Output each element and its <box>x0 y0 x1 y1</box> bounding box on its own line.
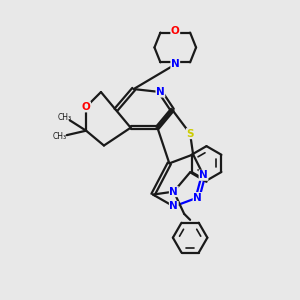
Text: N: N <box>193 193 202 202</box>
Text: S: S <box>186 129 194 139</box>
Text: CH₃: CH₃ <box>53 131 67 140</box>
Text: O: O <box>82 102 91 112</box>
Text: N: N <box>169 187 178 196</box>
Text: N: N <box>156 87 165 97</box>
Text: N: N <box>169 202 178 212</box>
Text: O: O <box>171 26 180 35</box>
Text: N: N <box>171 59 180 69</box>
Text: CH₃: CH₃ <box>58 113 72 122</box>
Text: N: N <box>199 170 208 180</box>
